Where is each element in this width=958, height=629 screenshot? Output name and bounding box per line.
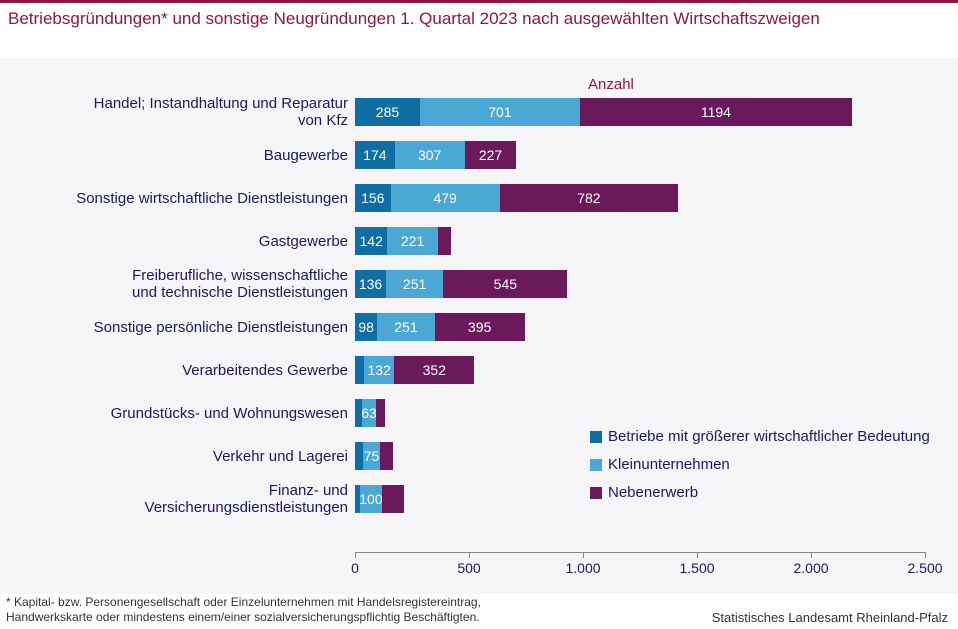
bar-row: 98251395 bbox=[355, 313, 525, 341]
category-label: Verarbeitendes Gewerbe bbox=[18, 362, 348, 379]
category-label: Grundstücks- und Wohnungswesen bbox=[18, 405, 348, 422]
x-tick-label: 1.000 bbox=[565, 560, 600, 576]
category-label: Finanz- undVersicherungsdienstleistungen bbox=[18, 482, 348, 517]
legend-swatch bbox=[590, 487, 602, 499]
source-attribution: Statistisches Landesamt Rheinland-Pfalz bbox=[712, 610, 948, 625]
x-tick-label: 2.000 bbox=[793, 560, 828, 576]
x-tick bbox=[469, 552, 470, 558]
legend-item: Nebenerwerb bbox=[590, 484, 930, 502]
bar-segment: 701 bbox=[420, 98, 580, 126]
chart-area: Anzahl 285701119417430722715647978214222… bbox=[0, 58, 958, 594]
bar-row: 75 bbox=[355, 442, 393, 470]
bar-segment: 98 bbox=[355, 313, 377, 341]
bar-segment: 227 bbox=[465, 141, 517, 169]
x-tick bbox=[583, 552, 584, 558]
legend-swatch bbox=[590, 431, 602, 443]
bar-segment: 132 bbox=[364, 356, 394, 384]
bar-row: 136251545 bbox=[355, 270, 567, 298]
category-label: Baugewerbe bbox=[18, 147, 348, 164]
legend-item: Kleinunternehmen bbox=[590, 456, 930, 474]
x-axis-line bbox=[355, 552, 925, 553]
bar-segment: 307 bbox=[395, 141, 465, 169]
bar-segment: 285 bbox=[355, 98, 420, 126]
bar-segment bbox=[438, 227, 452, 255]
bar-row: 2857011194 bbox=[355, 98, 852, 126]
x-tick bbox=[811, 552, 812, 558]
bar-row: 63 bbox=[355, 399, 385, 427]
bar-segment: 1194 bbox=[580, 98, 852, 126]
x-tick-label: 500 bbox=[457, 560, 480, 576]
bar-segment: 142 bbox=[355, 227, 387, 255]
bar-segment: 782 bbox=[500, 184, 678, 212]
bar-segment bbox=[355, 442, 363, 470]
legend-label: Kleinunternehmen bbox=[608, 456, 730, 474]
chart-container: Betriebsgründungen* und sonstige Neugrün… bbox=[0, 0, 958, 629]
bar-row: 142221 bbox=[355, 227, 451, 255]
category-label: Freiberufliche, wissenschaftlicheund tec… bbox=[18, 267, 348, 302]
bar-row: 132352 bbox=[355, 356, 474, 384]
bar-segment: 395 bbox=[435, 313, 525, 341]
bar-segment: 352 bbox=[394, 356, 474, 384]
bar-segment bbox=[355, 356, 364, 384]
bar-segment bbox=[376, 399, 385, 427]
x-tick-label: 2.500 bbox=[907, 560, 942, 576]
legend-item: Betriebe mit größerer wirtschaftlicher B… bbox=[590, 428, 930, 446]
x-axis: 05001.0001.5002.0002.500 bbox=[355, 552, 925, 582]
bar-segment: 221 bbox=[387, 227, 437, 255]
legend-swatch bbox=[590, 459, 602, 471]
bar-segment: 251 bbox=[377, 313, 434, 341]
bar-segment: 251 bbox=[386, 270, 443, 298]
category-label: Verkehr und Lagerei bbox=[18, 448, 348, 465]
bar-row: 100 bbox=[355, 485, 404, 513]
footnote: * Kapital- bzw. Personengesellschaft ode… bbox=[6, 595, 481, 625]
legend: Betriebe mit größerer wirtschaftlicher B… bbox=[590, 428, 930, 512]
category-label: Handel; Instandhaltung und Reparaturvon … bbox=[18, 95, 348, 130]
bar-segment: 174 bbox=[355, 141, 395, 169]
x-tick-label: 0 bbox=[351, 560, 359, 576]
bar-segment bbox=[382, 485, 404, 513]
x-tick bbox=[355, 552, 356, 558]
bar-segment: 75 bbox=[363, 442, 380, 470]
x-tick bbox=[697, 552, 698, 558]
legend-label: Nebenerwerb bbox=[608, 484, 698, 502]
bar-segment: 545 bbox=[443, 270, 567, 298]
category-label: Sonstige wirtschaftliche Dienstleistunge… bbox=[18, 190, 348, 207]
axis-title: Anzahl bbox=[588, 76, 634, 93]
title-bar: Betriebsgründungen* und sonstige Neugrün… bbox=[0, 0, 958, 33]
category-label: Sonstige persönliche Dienstleistungen bbox=[18, 319, 348, 336]
bar-segment bbox=[380, 442, 393, 470]
bar-segment: 156 bbox=[355, 184, 391, 212]
x-tick-label: 1.500 bbox=[679, 560, 714, 576]
x-tick bbox=[925, 552, 926, 558]
bar-segment: 100 bbox=[360, 485, 383, 513]
bar-row: 156479782 bbox=[355, 184, 678, 212]
chart-title: Betriebsgründungen* und sonstige Neugrün… bbox=[8, 9, 950, 29]
legend-label: Betriebe mit größerer wirtschaftlicher B… bbox=[608, 428, 930, 446]
bar-segment: 479 bbox=[391, 184, 500, 212]
bar-segment: 136 bbox=[355, 270, 386, 298]
bar-segment: 63 bbox=[362, 399, 376, 427]
bar-row: 174307227 bbox=[355, 141, 516, 169]
category-label: Gastgewerbe bbox=[18, 233, 348, 250]
